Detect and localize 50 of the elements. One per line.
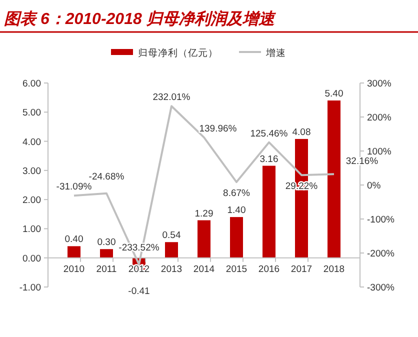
x-tick-label: 2010 [63, 264, 85, 275]
data-label: 8.67% [223, 188, 251, 200]
bar [328, 100, 340, 258]
data-label: 0.54 [162, 230, 181, 242]
x-tick-label: 2017 [290, 264, 312, 275]
bar [230, 217, 243, 258]
data-label: 3.16 [260, 154, 278, 165]
y2-tick-label: 0% [367, 180, 382, 192]
x-tick-label: 2015 [226, 264, 248, 275]
y-tick-label: 2.00 [22, 195, 41, 206]
data-label: -233.52% [118, 242, 160, 254]
data-label: 1.40 [227, 205, 246, 216]
data-label: 32.16% [346, 156, 379, 168]
data-label: 0.30 [97, 237, 116, 248]
y-tick-label: 6.00 [22, 78, 41, 90]
x-tick-label: 2018 [323, 264, 345, 275]
x-tick-label: 2014 [193, 264, 215, 275]
data-label: -0.41 [128, 286, 150, 297]
data-label: 0.40 [64, 234, 84, 246]
y2-tick-label: -200% [367, 248, 396, 260]
y-tick-label: 5.00 [22, 108, 41, 119]
y-tick-label: 0.00 [22, 253, 41, 264]
data-label: -24.68% [88, 171, 125, 182]
y2-tick-label: 300% [367, 78, 392, 90]
y-tick-label: 3.00 [22, 166, 41, 177]
bar [100, 249, 113, 258]
x-tick-label: 2011 [96, 264, 117, 275]
y-tick-label: 4.00 [22, 136, 41, 148]
data-label: 139.96% [199, 123, 238, 134]
bar [198, 220, 210, 258]
data-label: -31.09% [56, 182, 92, 193]
x-tick-label: 2013 [160, 264, 182, 275]
bar [165, 242, 178, 258]
data-label: 125.46% [250, 128, 288, 140]
y2-tick-label: -300% [367, 282, 396, 294]
bar [262, 166, 276, 258]
y2-tick-label: 200% [367, 112, 392, 124]
data-label: 5.40 [324, 88, 344, 100]
legend-label: 增速 [265, 47, 286, 59]
data-label: 232.01% [152, 92, 191, 104]
y-tick-label: 1.00 [22, 224, 41, 236]
bar [68, 246, 80, 258]
y2-tick-label: 100% [367, 146, 392, 158]
legend-label: 归母净利（亿元） [138, 47, 218, 59]
y2-tick-label: -100% [367, 214, 396, 226]
x-tick-label: 2016 [258, 264, 280, 275]
y-tick-label: -1.00 [19, 282, 41, 294]
data-label: 4.08 [292, 126, 311, 138]
data-label: 1.29 [194, 208, 214, 220]
chart-title: 图表 6：2010-2018 归母净利润及增速 [4, 10, 276, 28]
